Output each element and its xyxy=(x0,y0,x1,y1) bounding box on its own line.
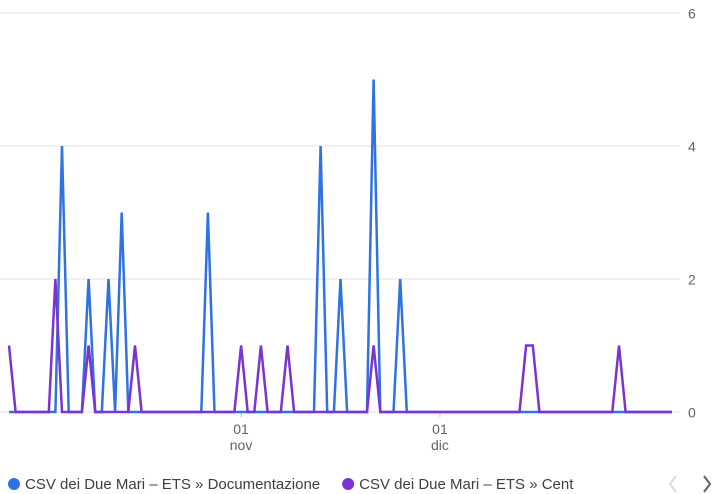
y-tick-label: 4 xyxy=(688,139,696,155)
legend-label: CSV dei Due Mari – ETS » Documentazione xyxy=(25,476,320,493)
series-line xyxy=(9,79,672,414)
legend-swatch xyxy=(342,478,355,490)
series-line xyxy=(7,278,672,414)
y-tick-label: 0 xyxy=(688,405,696,421)
prev-arrow[interactable] xyxy=(668,475,677,493)
x-tick-label: 01 nov xyxy=(230,421,253,453)
legend-swatch xyxy=(8,478,20,490)
y-tick-label: 2 xyxy=(688,272,696,288)
legend-label: CSV dei Due Mari – ETS » Cent xyxy=(359,476,574,493)
x-tick-label: 01 dic xyxy=(431,421,449,453)
legend: CSV dei Due Mari – ETS » Documentazione C… xyxy=(8,476,574,493)
y-tick-label: 6 xyxy=(688,6,696,22)
next-arrow[interactable] xyxy=(703,475,712,493)
